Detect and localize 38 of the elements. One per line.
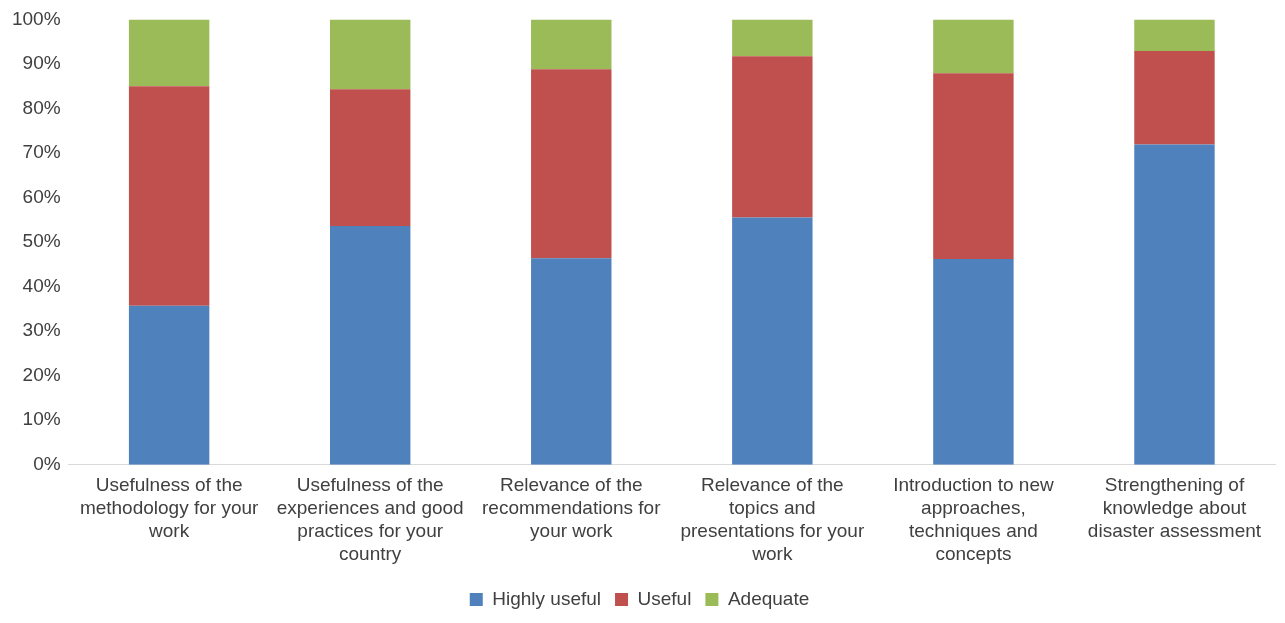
y-tick-label: 30% bbox=[22, 319, 61, 341]
bar bbox=[329, 226, 411, 465]
bar bbox=[128, 86, 210, 306]
y-tick-label: 20% bbox=[22, 363, 61, 385]
y-tick-label: 10% bbox=[22, 408, 61, 430]
bar bbox=[933, 259, 1014, 465]
x-tick-label: Relevance of the topics and presentations for your work bbox=[680, 474, 865, 564]
legend-label: Adequate bbox=[727, 587, 810, 609]
bar bbox=[1134, 144, 1215, 465]
y-tick-label: 0% bbox=[33, 453, 61, 475]
bar bbox=[531, 19, 612, 70]
y-tick-label: 70% bbox=[22, 141, 61, 163]
y-tick-label: 60% bbox=[22, 185, 61, 207]
x-tick-label: Usefulness of the methodology for your work bbox=[79, 474, 260, 542]
y-tick-label: 40% bbox=[22, 274, 61, 296]
bar bbox=[732, 217, 813, 465]
bar bbox=[531, 69, 612, 259]
legend-label: Useful bbox=[637, 587, 692, 609]
bar bbox=[933, 73, 1014, 260]
y-tick-label: 80% bbox=[22, 96, 61, 118]
bar bbox=[531, 258, 612, 465]
bar bbox=[732, 19, 813, 57]
bar bbox=[732, 56, 813, 218]
y-tick-label: 90% bbox=[22, 52, 61, 74]
bar bbox=[329, 89, 411, 227]
bar bbox=[329, 19, 411, 90]
y-tick-label: 100% bbox=[11, 7, 61, 29]
x-tick-label: Usefulness of the experiences and good practices for your country bbox=[276, 474, 464, 564]
x-tick-label: Relevance of the recommendations for your work bbox=[482, 474, 662, 542]
bar bbox=[128, 305, 210, 465]
bar bbox=[933, 19, 1014, 74]
bar bbox=[1134, 19, 1215, 52]
x-tick-label: Strengthening of knowledge about disaster assessment bbox=[1087, 474, 1262, 542]
bar bbox=[1134, 51, 1215, 145]
x-tick-label: Introduction to new approaches, techniques and concepts bbox=[893, 474, 1054, 564]
legend-label: Highly useful bbox=[492, 587, 602, 609]
bar bbox=[128, 19, 210, 87]
y-tick-label: 50% bbox=[22, 230, 61, 252]
